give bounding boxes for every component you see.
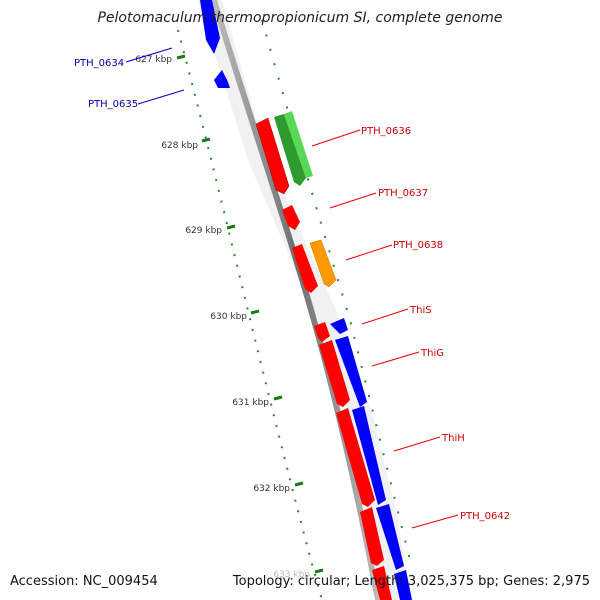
feature-ThiH-rev (352, 406, 386, 505)
accession-text: Accession: NC_009454 (10, 574, 158, 589)
tick-scale-line (177, 29, 323, 600)
feature-ThiG-rev (335, 336, 367, 407)
feature-PTH_0638-a (292, 244, 318, 293)
feature-PTH_0634 (200, 0, 220, 54)
label-ThiH: ThiH (441, 433, 465, 444)
tick-labels: 627 kbp 628 kbp 629 kbp 630 kbp 631 kbp … (135, 55, 310, 580)
tick-label: 632 kbp (253, 484, 290, 494)
tick-label: 627 kbp (135, 55, 172, 65)
feature-PTH_0636-c (284, 111, 313, 178)
label-ThiG: ThiG (420, 348, 444, 359)
map-title: Pelotomaculum thermopropionicum SI, comp… (97, 10, 503, 26)
feature-PTH_0636-b (274, 114, 306, 186)
feature-ThiS (314, 322, 330, 342)
tick-marks (176, 54, 324, 574)
feature-ThiG-fwd (319, 340, 350, 407)
forward-features (255, 111, 392, 600)
feature-PTH_0637 (282, 205, 300, 230)
feature-PTH_0642-fwd (360, 507, 384, 566)
feature-end-rev (394, 570, 412, 600)
tick-630 (250, 309, 260, 315)
label-PTH_0636: PTH_0636 (361, 126, 411, 137)
leader-PTH_0635 (137, 89, 185, 105)
label-PTH_0638: PTH_0638 (393, 240, 443, 251)
feature-ThiS-rev (330, 318, 348, 334)
leader-PTH_0638 (345, 244, 393, 261)
label-PTH_0635: PTH_0635 (88, 99, 138, 110)
feature-PTH_0638-b (309, 239, 337, 288)
leader-ThiH (393, 436, 441, 452)
leader-PTH_0637 (329, 192, 377, 209)
tick-label: 629 kbp (185, 226, 222, 236)
feature-PTH_0642-rev (376, 504, 404, 570)
tick-label: 633 kbp (273, 570, 310, 580)
tick-label: 631 kbp (232, 398, 269, 408)
label-PTH_0637: PTH_0637 (378, 188, 428, 199)
feature-PTH_0635 (214, 70, 230, 88)
feature-labels: PTH_0634 PTH_0635 PTH_0636 PTH_0637 PTH_… (74, 58, 510, 522)
tick-633 (314, 568, 324, 574)
tick-632 (294, 481, 304, 487)
tick-629 (226, 224, 236, 230)
label-ThiS: ThiS (409, 305, 432, 316)
tick-627 (176, 54, 186, 60)
label-PTH_0642: PTH_0642 (460, 511, 510, 522)
feature-PTH_0636-a (255, 117, 290, 195)
leader-ThiG (371, 351, 420, 367)
tick-label: 630 kbp (210, 312, 247, 322)
label-PTH_0634: PTH_0634 (74, 58, 124, 69)
feature-lane-shadows (198, 0, 410, 600)
leader-PTH_0634 (125, 47, 173, 63)
tick-628 (201, 137, 211, 143)
leader-PTH_0642 (411, 514, 459, 529)
genome-summary-text: Topology: circular; Length: 3,025,375 bp… (232, 574, 590, 589)
leader-PTH_0636 (311, 129, 361, 147)
feature-end-fwd (372, 566, 392, 600)
leader-ThiS (361, 308, 409, 325)
tick-631 (273, 395, 283, 401)
tick-label: 628 kbp (161, 141, 198, 151)
reverse-features (200, 0, 412, 600)
label-leaders (125, 47, 459, 529)
feature-ThiH-fwd (336, 408, 375, 507)
